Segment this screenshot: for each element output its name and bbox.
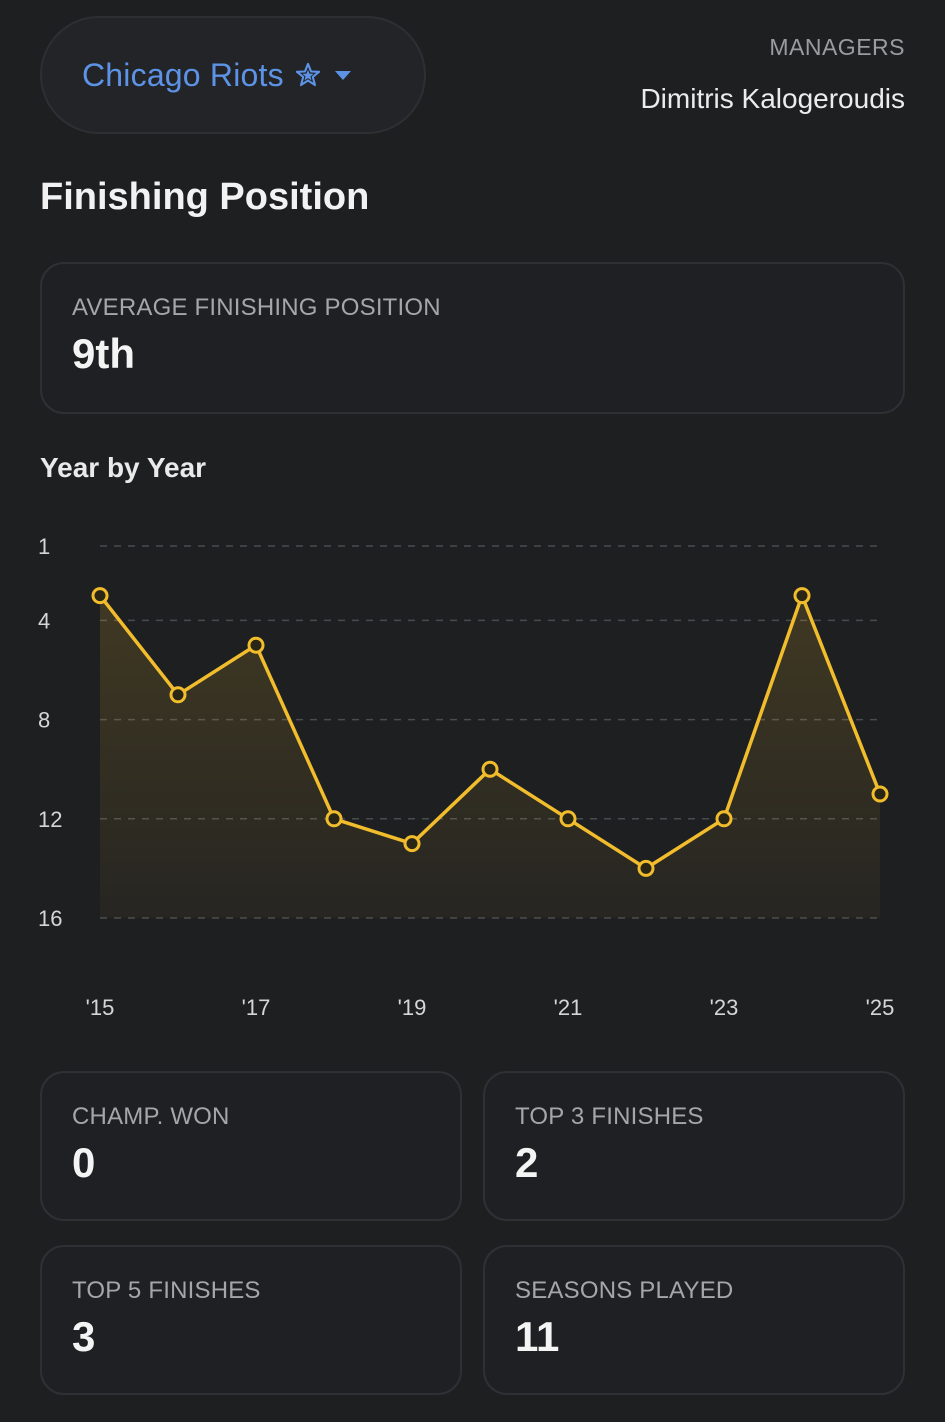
average-finishing-position-label: AVERAGE FINISHING POSITION [72, 294, 441, 321]
team-selector-dropdown[interactable]: Chicago Riots [40, 16, 426, 134]
data-point-23[interactable] [715, 810, 733, 828]
stat-card-top-3-finishes: TOP 3 FINISHES 2 [483, 1071, 905, 1221]
stat-value: 3 [72, 1313, 96, 1360]
stat-card-seasons-played: SEASONS PLAYED 11 [483, 1245, 905, 1395]
data-point-21[interactable] [559, 810, 577, 828]
y-tick-label: 4 [38, 608, 50, 633]
x-tick-label: '17 [242, 995, 271, 1020]
x-tick-label: '25 [866, 995, 895, 1020]
stat-label: SEASONS PLAYED [515, 1277, 734, 1304]
caret-down-icon [334, 71, 351, 80]
data-point-17[interactable] [247, 636, 265, 654]
year-by-year-title: Year by Year [40, 452, 207, 483]
star-icon [295, 62, 320, 87]
y-tick-label: 12 [38, 807, 62, 832]
stat-value: 11 [515, 1313, 560, 1360]
managers-block: MANAGERS Dimitris Kalogeroudis [640, 34, 905, 115]
stat-label: TOP 5 FINISHES [72, 1277, 261, 1304]
section-title-finishing-position: Finishing Position [40, 176, 370, 218]
x-tick-label: '23 [710, 995, 739, 1020]
y-tick-label: 1 [38, 534, 50, 559]
data-point-24[interactable] [793, 587, 811, 605]
stat-label: TOP 3 FINISHES [515, 1103, 704, 1130]
y-tick-label: 16 [38, 906, 62, 931]
data-point-25[interactable] [871, 785, 889, 803]
stat-card-top-5-finishes: TOP 5 FINISHES 3 [40, 1245, 462, 1395]
finishing-position-line-chart: 1 4 8 12 16 '15 '17 '19 '21 '23 '25 [38, 534, 895, 1020]
data-point-16[interactable] [169, 686, 187, 704]
y-tick-label: 8 [38, 708, 50, 733]
data-point-20[interactable] [481, 760, 499, 778]
data-point-19[interactable] [403, 835, 421, 853]
x-tick-label: '21 [554, 995, 583, 1020]
stat-card-champ-won: CHAMP. WON 0 [40, 1071, 462, 1221]
series-area [100, 595, 880, 918]
x-tick-label: '19 [398, 995, 427, 1020]
average-finishing-position-value: 9th [72, 330, 135, 377]
manager-name: Dimitris Kalogeroudis [640, 83, 905, 114]
managers-label: MANAGERS [769, 34, 905, 60]
data-point-18[interactable] [325, 810, 343, 828]
x-tick-label: '15 [86, 995, 115, 1020]
average-finishing-position-card: AVERAGE FINISHING POSITION 9th [40, 262, 905, 414]
data-point-15[interactable] [91, 587, 109, 605]
stat-value: 0 [72, 1139, 96, 1186]
team-name: Chicago Riots [82, 56, 284, 93]
stat-value: 2 [515, 1139, 539, 1186]
stat-label: CHAMP. WON [72, 1103, 230, 1130]
data-point-22[interactable] [637, 859, 655, 877]
